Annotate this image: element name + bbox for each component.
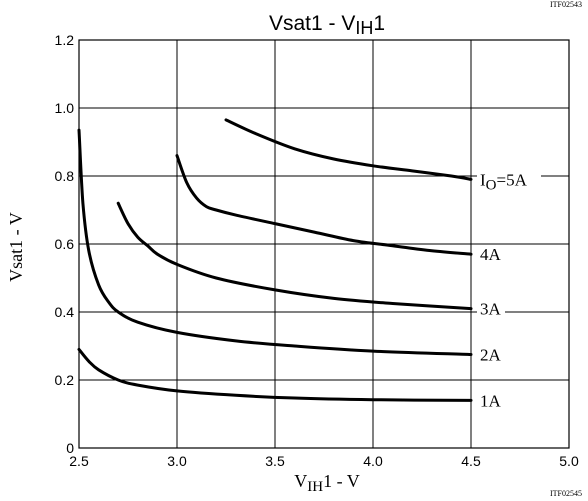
series-labels: IO=5A 4A 3A 2A 1A <box>477 170 541 412</box>
series-label-4: 2A <box>480 346 502 365</box>
series-curve-4 <box>77 128 473 356</box>
x-axis-label: VIH1 - V <box>294 471 360 495</box>
series-curve-2 <box>175 154 473 256</box>
series-label-background <box>477 246 505 266</box>
y-axis-label: Vsat1 - V <box>6 212 26 282</box>
series-label-background <box>477 171 541 191</box>
x-tick-label: 3.5 <box>265 453 285 469</box>
y-tick-label: 0.2 <box>55 372 75 388</box>
series-label-3: 3A <box>480 300 502 319</box>
y-tick-label: 0.6 <box>55 236 75 252</box>
x-tick-label: 4.5 <box>461 453 481 469</box>
y-tick-label: 0.4 <box>55 304 75 320</box>
series-curve-3 <box>116 201 473 311</box>
y-tick-label: 0.8 <box>55 168 75 184</box>
chart-title: Vsat1 - VIH1 <box>269 12 385 38</box>
plot-frame <box>78 39 570 449</box>
y-tick-label: 1.2 <box>55 32 75 48</box>
x-tick-label: 3.0 <box>167 453 187 469</box>
series-label-background <box>477 300 505 320</box>
x-tick-label: 4.0 <box>363 453 383 469</box>
x-tick-label: 5.0 <box>559 453 579 469</box>
reference-code-top: ITF02543 <box>550 0 582 9</box>
series-label-2: 4A <box>480 245 502 264</box>
series-curve-5 <box>77 347 473 402</box>
y-tick-label: 1.0 <box>55 100 75 116</box>
series-label-5: 1A <box>480 391 502 410</box>
grid-lines <box>79 40 569 448</box>
series-label-1: IO=5A <box>480 170 528 193</box>
x-tick-labels: 2.5 3.0 3.5 4.0 4.5 5.0 <box>69 453 579 469</box>
series-label-background <box>477 392 505 412</box>
y-tick-labels: 0 0.2 0.4 0.6 0.8 1.0 1.2 <box>55 32 75 456</box>
reference-code-bottom: ITF02545 <box>550 489 582 498</box>
y-tick-label: 0 <box>66 440 74 456</box>
series-curves <box>77 118 473 402</box>
x-tick-label: 2.5 <box>69 453 89 469</box>
series-label-background <box>477 346 505 366</box>
series-curve-1 <box>224 118 473 181</box>
